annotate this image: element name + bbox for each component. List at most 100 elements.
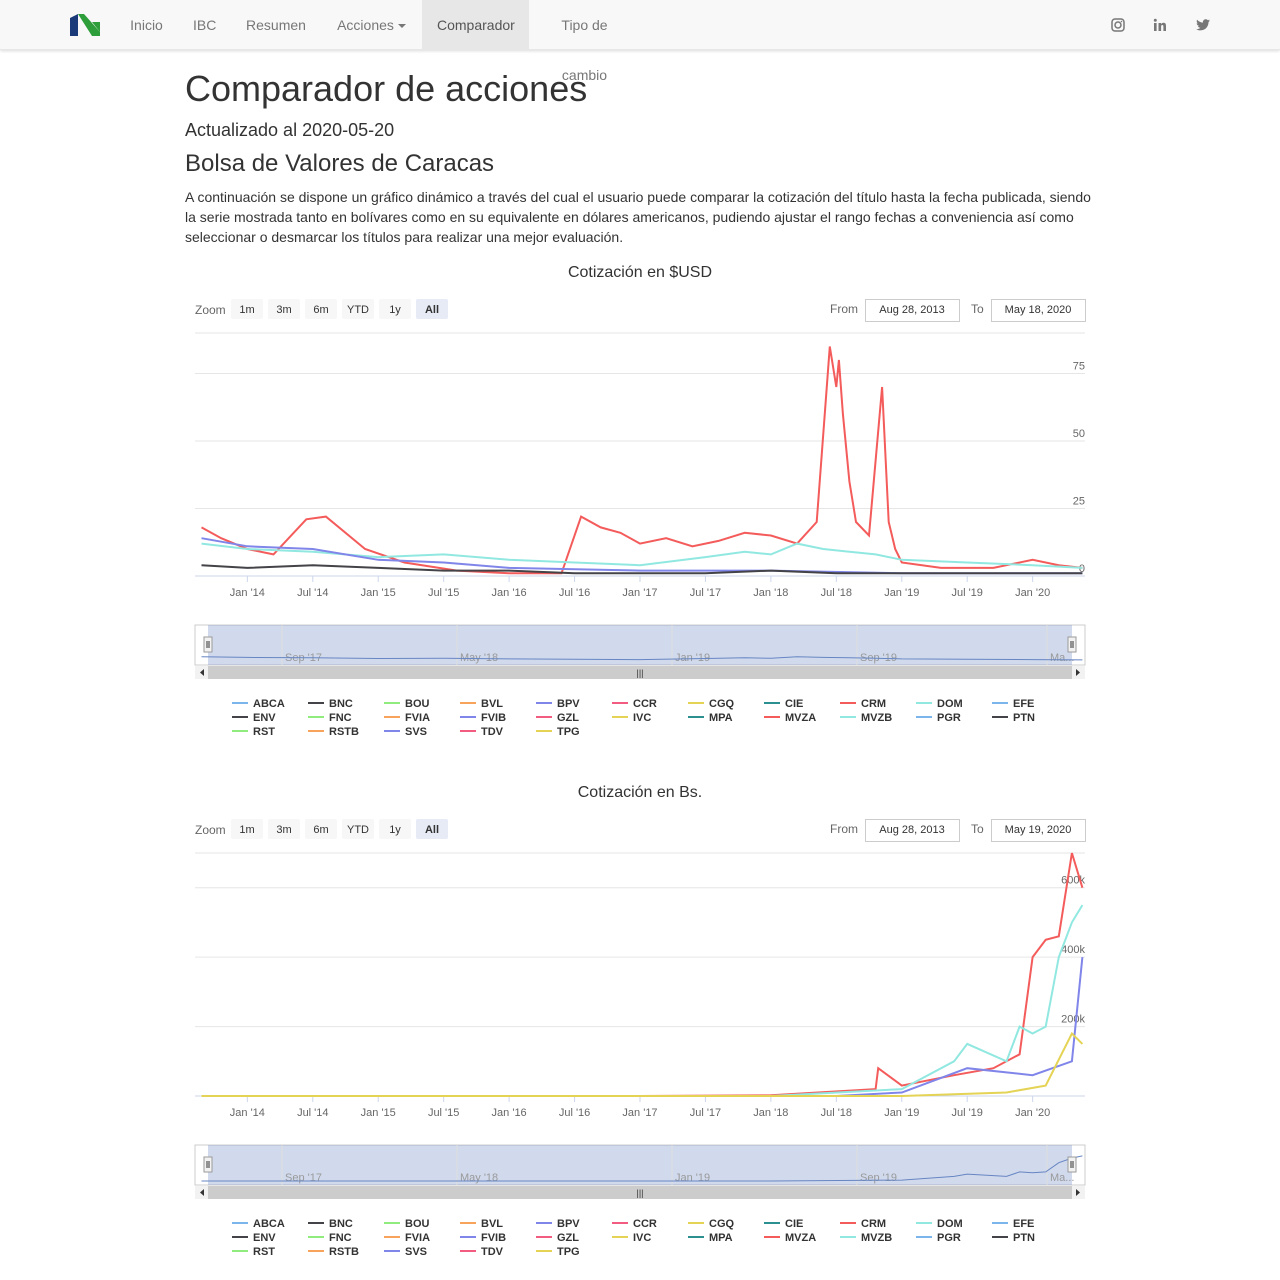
legend-item-efe[interactable]: EFE [992, 698, 1034, 710]
legend-item-tpg[interactable]: TPG [536, 726, 580, 738]
legend-item-mvza[interactable]: MVZA [764, 1232, 816, 1244]
scroll-right-icon[interactable] [1076, 669, 1080, 676]
legend-item-svs[interactable]: SVS [384, 1246, 427, 1258]
legend-item-tpg[interactable]: TPG [536, 1246, 580, 1258]
nav-tipo-de-cambio[interactable]: Tipo de cambio [561, 17, 608, 83]
legend-item-mvza[interactable]: MVZA [764, 712, 816, 724]
legend-item-tdv[interactable]: TDV [460, 726, 504, 738]
legend-item-fnc[interactable]: FNC [308, 712, 352, 724]
legend-item-rst[interactable]: RST [232, 1246, 275, 1258]
legend-item-fvib[interactable]: FVIB [460, 1232, 506, 1244]
legend-item-ptn[interactable]: PTN [992, 1232, 1035, 1244]
legend-item-ivc[interactable]: IVC [612, 712, 651, 724]
scroll-right-icon[interactable] [1076, 1189, 1080, 1196]
nav-inicio[interactable]: Inicio [130, 17, 163, 33]
legend-item-bpv[interactable]: BPV [536, 1218, 580, 1230]
navigator-mask[interactable] [208, 1145, 1072, 1185]
legend-item-crm[interactable]: CRM [840, 698, 886, 710]
legend-item-dom[interactable]: DOM [916, 698, 963, 710]
legend-item-cie[interactable]: CIE [764, 1218, 803, 1230]
legend-item-rst[interactable]: RST [232, 726, 275, 738]
legend-item-fnc[interactable]: FNC [308, 1232, 352, 1244]
legend-item-crm[interactable]: CRM [840, 1218, 886, 1230]
nav-ibc[interactable]: IBC [193, 17, 217, 33]
zoom-button-3m[interactable]: 3m [268, 819, 300, 839]
legend-item-abca[interactable]: ABCA [232, 698, 285, 710]
legend-item-tdv[interactable]: TDV [460, 1246, 504, 1258]
legend-item-svs[interactable]: SVS [384, 726, 427, 738]
zoom-button-1y[interactable]: 1y [379, 299, 411, 319]
zoom-button-all[interactable]: All [416, 819, 448, 839]
legend-item-fvia[interactable]: FVIA [384, 712, 430, 724]
legend-item-mpa[interactable]: MPA [688, 712, 733, 724]
legend-item-bpv[interactable]: BPV [536, 698, 580, 710]
linkedin-icon[interactable] [1152, 17, 1168, 33]
zoom-button-ytd[interactable]: YTD [342, 299, 374, 319]
series-line-cgq[interactable] [201, 1031, 1084, 1097]
legend-item-gzl[interactable]: GZL [536, 1232, 579, 1244]
x-tick-label: Jul '18 [821, 1107, 852, 1119]
zoom-button-1m[interactable]: 1m [231, 299, 263, 319]
zoom-button-1m[interactable]: 1m [231, 819, 263, 839]
legend-item-rstb[interactable]: RSTB [308, 1246, 359, 1258]
twitter-icon[interactable] [1195, 17, 1211, 33]
legend-item-rstb[interactable]: RSTB [308, 726, 359, 738]
zoom-button-3m[interactable]: 3m [268, 299, 300, 319]
legend-item-dom[interactable]: DOM [916, 1218, 963, 1230]
legend-item-fvib[interactable]: FVIB [460, 712, 506, 724]
zoom-button-1y[interactable]: 1y [379, 819, 411, 839]
legend-item-bnc[interactable]: BNC [308, 698, 353, 710]
legend-item-env[interactable]: ENV [232, 712, 276, 724]
legend-item-env[interactable]: ENV [232, 1232, 276, 1244]
legend-item-cgq[interactable]: CGQ [688, 698, 735, 710]
scroll-left-icon[interactable] [200, 1189, 204, 1196]
navigator[interactable] [194, 1144, 1086, 1186]
scrollbar[interactable]: ||| [195, 1186, 1085, 1199]
legend-item-bvl[interactable]: BVL [460, 1218, 503, 1230]
legend-item-mvzb[interactable]: MVZB [840, 1232, 892, 1244]
nav-comparador[interactable]: Comparador [422, 0, 529, 50]
zoom-button-all[interactable]: All [416, 299, 448, 319]
legend-item-pgr[interactable]: PGR [916, 712, 961, 724]
legend-item-ccr[interactable]: CCR [612, 1218, 657, 1230]
legend-item-mvzb[interactable]: MVZB [840, 712, 892, 724]
from-date-input[interactable]: Aug 28, 2013 [865, 819, 960, 842]
series-line-dom[interactable] [201, 542, 1083, 569]
scroll-left-icon[interactable] [200, 669, 204, 676]
navigator-handle-right[interactable] [1067, 1156, 1077, 1173]
legend-item-efe[interactable]: EFE [992, 1218, 1034, 1230]
instagram-icon[interactable] [1110, 17, 1126, 33]
legend-item-bou[interactable]: BOU [384, 698, 430, 710]
series-line-bnc[interactable] [201, 564, 1083, 575]
series-line-crm[interactable] [201, 852, 1084, 1097]
brand-logo[interactable] [70, 14, 100, 36]
to-date-input[interactable]: May 19, 2020 [991, 819, 1086, 842]
legend-item-bvl[interactable]: BVL [460, 698, 503, 710]
legend-item-ptn[interactable]: PTN [992, 712, 1035, 724]
legend-item-ccr[interactable]: CCR [612, 698, 657, 710]
legend-item-fvia[interactable]: FVIA [384, 1232, 430, 1244]
navigator-handle-left[interactable] [203, 1156, 213, 1173]
scrollbar[interactable]: ||| [195, 666, 1085, 679]
legend-item-abca[interactable]: ABCA [232, 1218, 285, 1230]
legend-item-gzl[interactable]: GZL [536, 712, 579, 724]
legend-item-bou[interactable]: BOU [384, 1218, 430, 1230]
legend-item-cgq[interactable]: CGQ [688, 1218, 735, 1230]
legend-item-bnc[interactable]: BNC [308, 1218, 353, 1230]
zoom-button-ytd[interactable]: YTD [342, 819, 374, 839]
series-line-dom[interactable] [201, 904, 1084, 1097]
nav-acciones[interactable]: Acciones [321, 0, 422, 50]
legend-item-pgr[interactable]: PGR [916, 1232, 961, 1244]
navigator-handle-left[interactable] [203, 636, 213, 653]
zoom-button-6m[interactable]: 6m [305, 299, 337, 319]
navigator-handle-right[interactable] [1067, 636, 1077, 653]
series-line-bpv[interactable] [201, 537, 1083, 575]
zoom-button-6m[interactable]: 6m [305, 819, 337, 839]
to-date-input[interactable]: May 18, 2020 [991, 299, 1086, 322]
legend-item-cie[interactable]: CIE [764, 698, 803, 710]
series-line-crm[interactable] [201, 346, 1083, 575]
legend-item-mpa[interactable]: MPA [688, 1232, 733, 1244]
legend-item-ivc[interactable]: IVC [612, 1232, 651, 1244]
from-date-input[interactable]: Aug 28, 2013 [865, 299, 960, 322]
nav-resumen[interactable]: Resumen [246, 17, 306, 33]
